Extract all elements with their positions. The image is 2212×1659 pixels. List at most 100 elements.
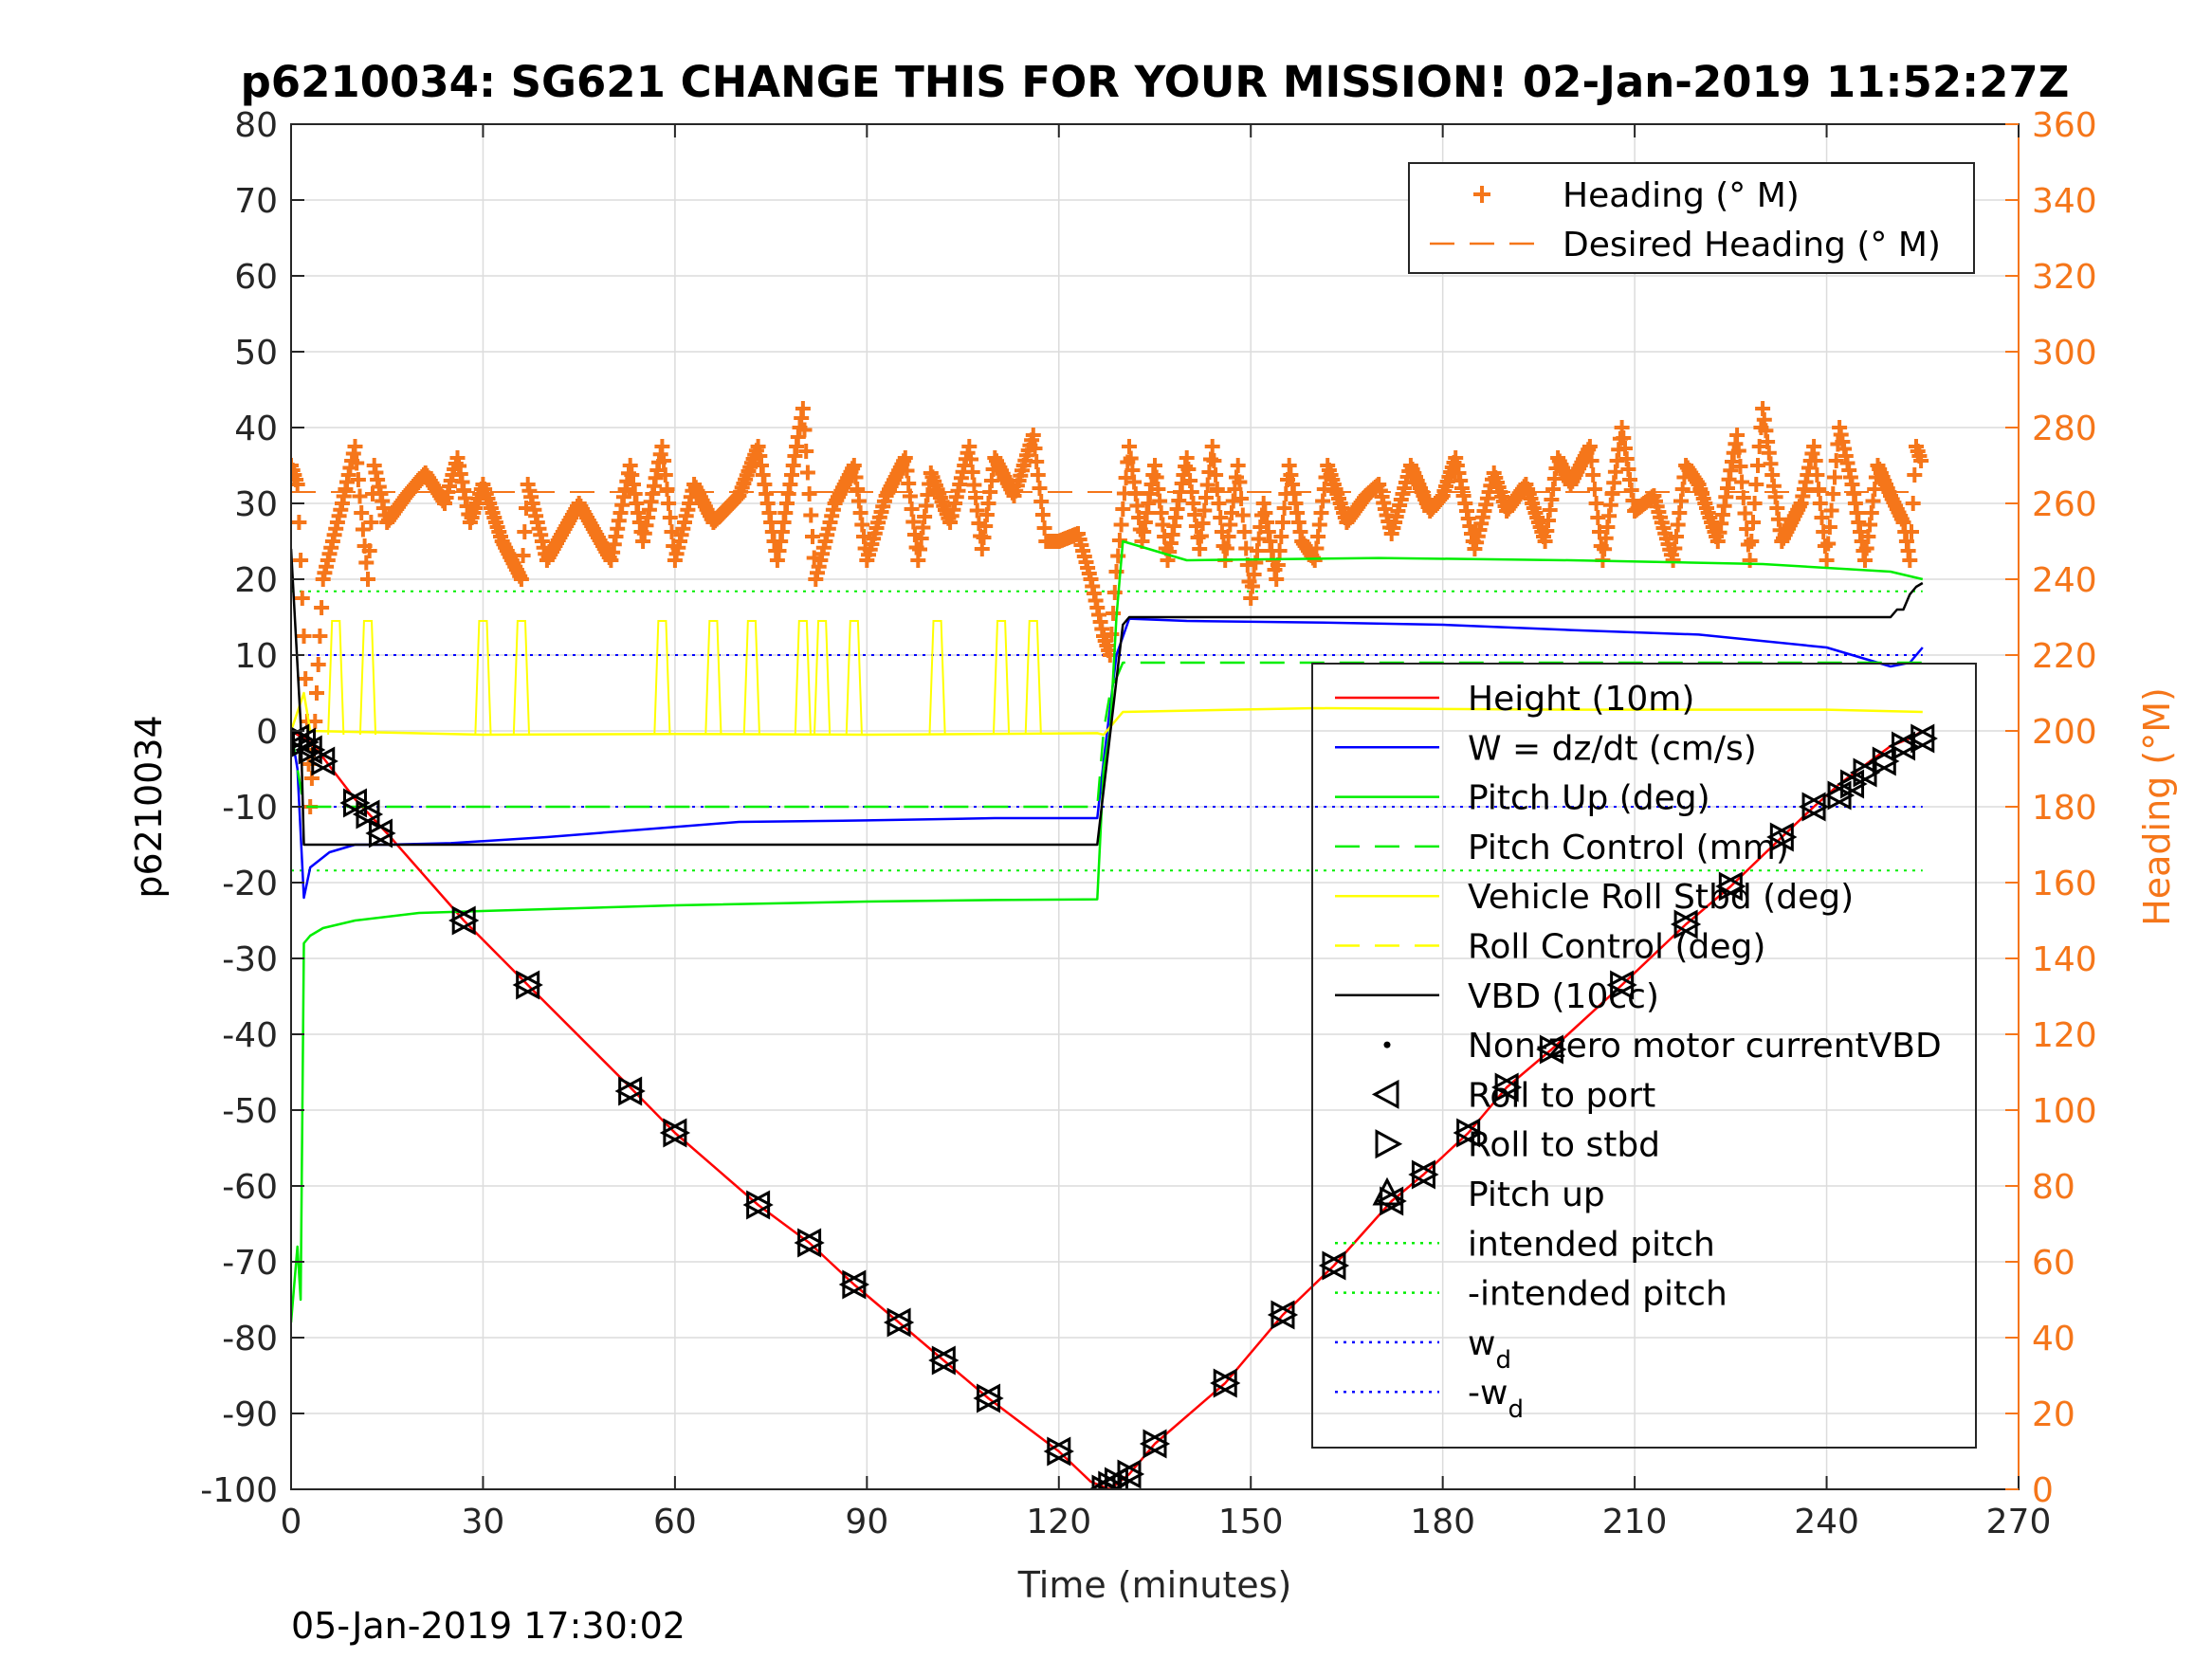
legend-heading: Heading (° M) Desired Heading (° M) [1408,162,1975,274]
heading-point [1027,441,1043,456]
heading-point [1729,428,1746,443]
roll-control-spike [474,620,492,736]
heading-point [1732,459,1748,474]
height-line [291,729,1924,1489]
grid-lines [290,123,2020,1490]
y-tick-label: 60 [234,258,278,297]
roll-control-spike [794,620,812,736]
heading-point [1907,467,1923,483]
heading-point [310,657,326,672]
legend-swatch-tri-right [1375,1129,1403,1159]
y2-tick-label: 160 [2032,865,2097,903]
heading-point [1033,494,1050,509]
heading-point [1197,502,1213,519]
y-tick-label: -60 [222,1168,278,1207]
heading-point [352,488,368,504]
roll-control-spike [845,620,863,736]
x-tick-label: 150 [1218,1503,1284,1541]
y2-tick-label: 100 [2032,1092,2097,1131]
legend-label: Pitch Control (mm) [1468,829,1789,867]
heading-point [966,477,982,493]
data-series [291,539,1924,1489]
legend-label: Pitch up [1468,1176,1605,1214]
roll-stbd-marker [1769,822,1798,852]
y-tick-label: 40 [234,410,278,448]
heading-point [513,572,529,587]
heading-point [309,685,324,701]
heading-point [1236,524,1252,539]
y-tick-label: -50 [222,1092,278,1131]
roll-stbd-marker [1047,1436,1074,1467]
legend-label-subscript: d [1495,1346,1511,1375]
roll-stbd-marker [451,905,480,936]
heading-point [350,472,366,487]
legend-label: Vehicle Roll Stbd (deg) [1468,878,1854,917]
y2-axis-label: Heading (°M) [2136,687,2178,926]
legend-label: Roll Control (deg) [1468,928,1765,967]
heading-series [291,401,1929,814]
y2-tick-label: 360 [2032,106,2097,145]
roll-stbd-marker [1872,746,1900,776]
heading-point [1195,516,1211,531]
heading-point [1730,443,1746,459]
heading-point [1819,553,1835,568]
heading-point [1821,520,1837,535]
heading-point [1751,439,1767,454]
heading-point [1029,454,1045,469]
heading-point [358,555,375,571]
heading-point [1820,536,1837,552]
heading-point [795,401,811,416]
x-tick-label: 30 [462,1503,505,1541]
roll-stbd-marker [291,727,320,757]
y-tick-label: 30 [234,485,278,524]
heading-point [1199,477,1216,493]
roll-stbd-marker [1910,723,1938,754]
heading-point [294,591,310,606]
heading-point [1034,507,1051,522]
heading-point [796,422,813,438]
heading-point [1238,540,1254,556]
y2-tick-label: 320 [2032,258,2097,297]
heading-point [363,515,379,530]
roll-stbd-marker [1380,1186,1407,1216]
heading-point [662,510,678,525]
roll-stbd-marker [311,746,338,776]
vbd-line [291,548,1924,847]
heading-point [656,453,672,468]
heading-point [291,477,305,492]
y-tick-label: -90 [222,1395,278,1434]
y-tick-label: -10 [222,789,278,828]
heading-point [1588,496,1604,511]
y2-tick-label: 340 [2032,182,2097,221]
heading-point [312,629,328,644]
heading-point [1823,502,1839,519]
heading-point [1232,474,1248,490]
heading-point [1209,482,1225,497]
roll-stbd-marker [1610,970,1637,1000]
heading-point [799,465,815,481]
roll-stbd-marker [516,970,543,1000]
roll-control-spike [704,620,722,736]
heading-point [1273,529,1289,544]
heading-point [1036,520,1052,536]
heading-point [1746,496,1763,511]
y2-tick-label: 60 [2032,1244,2075,1283]
legend-label: Non-zero motor currentVBD [1468,1027,1942,1066]
y-tick-label: 10 [234,637,278,676]
heading-point [1827,469,1842,485]
roll-stbd-marker [368,818,396,848]
heading-point [1276,501,1292,516]
heading-point [1902,553,1918,568]
x-tick-label: 90 [845,1503,888,1541]
heading-point [1032,481,1048,496]
heading-point [1234,507,1251,523]
attitude-markers [291,723,1938,1489]
x-tick-label: 60 [653,1503,697,1541]
heading-point [1750,458,1765,473]
roll-stbd-marker [842,1269,869,1300]
heading-point [902,488,918,504]
y2-tick-label: 180 [2032,789,2097,828]
x-tick-label: 240 [1794,1503,1859,1541]
heading-point [654,439,670,454]
